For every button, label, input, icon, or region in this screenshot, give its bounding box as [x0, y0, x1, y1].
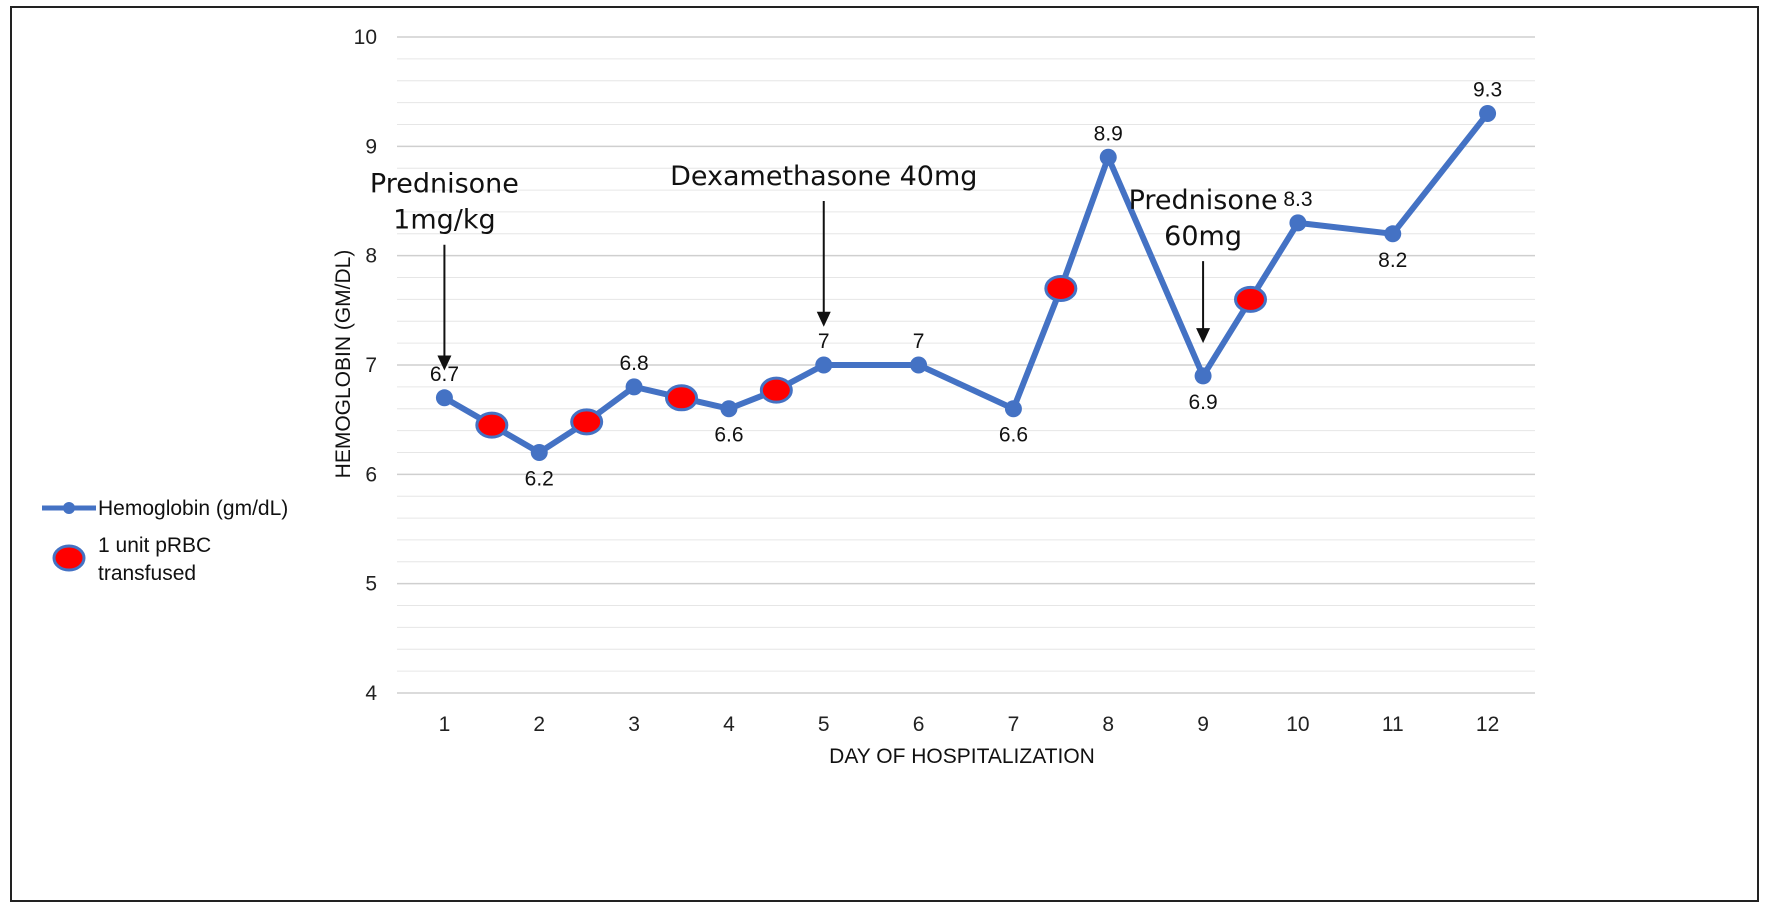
- data-label: 6.6: [714, 424, 743, 447]
- data-point: [1194, 367, 1212, 385]
- data-label: 6.9: [1188, 391, 1217, 414]
- data-point: [1289, 214, 1307, 232]
- legend-label-hemoglobin: Hemoglobin (gm/dL): [98, 497, 288, 520]
- data-label: 6.7: [430, 363, 459, 386]
- annotations: Prednisone 1mg/kg Dexamethasone 40mg Predni…: [370, 161, 1278, 371]
- x-tick-label: 9: [1197, 713, 1209, 736]
- x-tick-label: 5: [818, 713, 830, 736]
- x-tick-label: 7: [1008, 713, 1020, 736]
- x-tick-label: 6: [913, 713, 925, 736]
- annotation-arrow-head: [437, 355, 452, 371]
- x-tick-label: 2: [533, 713, 545, 736]
- data-point: [435, 389, 453, 407]
- data-point: [720, 400, 738, 418]
- data-label: 9.3: [1473, 79, 1502, 102]
- data-point: [625, 378, 643, 396]
- x-tick-label: 3: [628, 713, 640, 736]
- annotation-arrow-head: [816, 311, 831, 327]
- y-tick-label: 6: [365, 463, 377, 486]
- data-labels: 6.7 6.2 6.8 6.6 7 7 6.6 8.9 6.9 8.3 8.2 9.3: [430, 79, 1502, 491]
- data-point: [1004, 400, 1022, 418]
- x-tick-label: 8: [1102, 713, 1114, 736]
- y-axis-title: HEMOGLOBIN (GM/DL): [332, 250, 355, 479]
- data-point: [1384, 225, 1402, 243]
- y-tick-label: 10: [354, 26, 377, 49]
- annotation-arrow-head: [1196, 328, 1211, 344]
- x-axis-ticks: 1 2 3 4 5 6 7 8 9 10 11 12: [439, 713, 1500, 736]
- y-tick-label: 7: [365, 354, 377, 377]
- data-label: 8.2: [1378, 249, 1407, 272]
- legend-label-transfusion: 1 unit pRBC transfused: [98, 534, 217, 585]
- y-tick-label: 5: [365, 573, 377, 596]
- data-label: 8.3: [1283, 188, 1312, 211]
- legend-transfusion-swatch: [52, 544, 86, 572]
- annotation-text: Prednisone: [370, 169, 519, 200]
- y-axis-ticks: 4 5 6 7 8 9 10: [354, 26, 378, 705]
- data-label: 6.8: [619, 352, 648, 375]
- figure-frame: [10, 6, 1759, 902]
- y-tick-label: 4: [365, 682, 377, 705]
- data-label: 6.2: [525, 467, 554, 490]
- transfusion-marker: [665, 384, 698, 412]
- data-label: 8.9: [1094, 122, 1123, 145]
- data-point: [1099, 148, 1117, 166]
- data-point: [1479, 105, 1497, 123]
- data-label: 7: [818, 330, 830, 353]
- annotation-text: Dexamethasone 40mg: [670, 161, 977, 192]
- transfusion-marker: [475, 411, 509, 439]
- x-tick-label: 12: [1476, 713, 1499, 736]
- x-tick-label: 4: [723, 713, 735, 736]
- transfusion-marker: [1044, 274, 1078, 302]
- legend: Hemoglobin (gm/dL) 1 unit pRBC transfuse…: [42, 497, 288, 585]
- annotation-text: 60mg: [1164, 221, 1242, 252]
- data-label: 6.6: [999, 424, 1028, 447]
- annotation-text: Prednisone: [1129, 185, 1278, 216]
- annotation-text: 1mg/kg: [393, 205, 496, 236]
- x-tick-label: 1: [439, 713, 451, 736]
- y-tick-label: 9: [365, 135, 377, 158]
- y-tick-label: 8: [365, 245, 377, 268]
- data-point: [910, 356, 928, 374]
- x-tick-label: 10: [1286, 713, 1309, 736]
- data-point: [815, 356, 833, 374]
- data-point: [530, 443, 548, 461]
- gridlines: [397, 36, 1535, 694]
- legend-point-swatch: [63, 502, 75, 514]
- x-axis-title: DAY OF HOSPITALIZATION: [829, 745, 1095, 768]
- data-label: 7: [913, 330, 925, 353]
- transfusion-marker: [1234, 285, 1267, 313]
- transfusion-marker: [570, 408, 604, 436]
- transfusion-marker: [759, 376, 793, 404]
- data-points: [435, 105, 1497, 461]
- x-tick-label: 11: [1382, 713, 1404, 736]
